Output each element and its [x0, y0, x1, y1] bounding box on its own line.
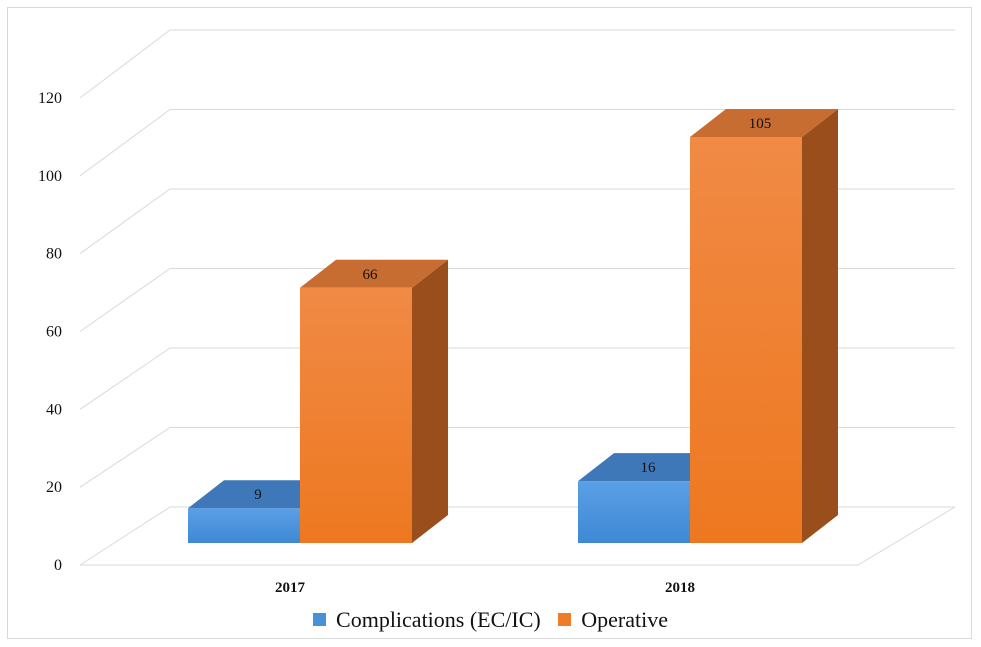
ytick-label-120: 120	[38, 90, 62, 107]
bar-top-Operative-2018	[690, 109, 838, 137]
gridline-side-120	[79, 29, 171, 99]
gridline-side-100	[79, 109, 171, 177]
bar-Complications (EC/IC)-2018	[578, 481, 690, 543]
floor-right-edge	[857, 506, 956, 566]
ytick-label-0: 0	[54, 557, 62, 574]
data-label-Operative-2018: 105	[749, 116, 772, 132]
ytick-label-20: 20	[46, 479, 62, 496]
bar-top-Complications (EC/IC)-2018	[578, 453, 726, 482]
bar-Operative-2018	[690, 137, 802, 543]
legend-swatch-complications	[313, 613, 327, 626]
legend-label-operative: Operative	[581, 606, 668, 632]
bar-side-Operative-2017	[412, 259, 448, 543]
bar-top-Operative-2017	[300, 259, 448, 288]
labels: 9 66 2017 16 105 2018	[254, 116, 771, 596]
legend-item-complications: Complications (EC/IC)	[313, 607, 541, 633]
legend-swatch-operative	[558, 613, 572, 626]
legend-label-complications: Complications (EC/IC)	[336, 606, 541, 632]
xtick-label-2018: 2018	[665, 580, 695, 596]
data-label-Complications (EC/IC)-2018: 16	[641, 460, 657, 476]
gridline-side-60	[79, 268, 171, 332]
bar-top-Complications (EC/IC)-2017	[188, 480, 336, 509]
ytick-label-80: 80	[46, 246, 62, 263]
xtick-label-2017: 2017	[275, 580, 306, 596]
bar-side-Operative-2018	[802, 109, 838, 543]
gridline-side-20	[79, 427, 171, 488]
gridline-side-40	[79, 347, 171, 410]
bar-Operative-2017	[300, 287, 412, 543]
ytick-label-100: 100	[38, 168, 62, 185]
bar-Complications (EC/IC)-2017	[188, 508, 300, 543]
bars	[188, 109, 838, 543]
gridline-side-80	[79, 188, 171, 255]
axis: 0 20 40 60 80 100 120	[38, 90, 62, 574]
ytick-label-40: 40	[46, 401, 62, 418]
legend-item-operative: Operative	[558, 607, 668, 633]
gridline-side-0	[79, 506, 171, 566]
legend: Complications (EC/IC) Operative	[0, 606, 981, 633]
ytick-label-60: 60	[46, 324, 62, 341]
data-label-Complications (EC/IC)-2017: 9	[254, 487, 262, 503]
data-label-Operative-2017: 66	[363, 267, 379, 283]
